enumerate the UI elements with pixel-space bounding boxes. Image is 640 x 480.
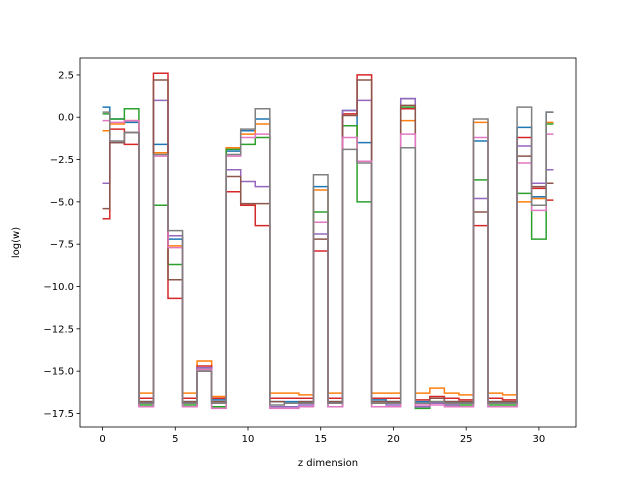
y-tick-label: −2.5: [50, 155, 74, 166]
y-tick-label: 2.5: [58, 70, 74, 81]
y-tick-label: −5.0: [50, 197, 74, 208]
x-axis-label: z dimension: [298, 458, 358, 469]
y-tick-label: −17.5: [43, 409, 74, 420]
series-line-8: [102, 106, 554, 406]
y-axis-label: log(w): [11, 227, 22, 258]
x-tick-label: 15: [314, 434, 327, 445]
x-axis-ticks: 0 5 10 15 20 25 30: [99, 427, 545, 445]
y-tick-label: −15.0: [43, 367, 74, 378]
x-tick-label: 20: [387, 434, 400, 445]
x-tick-label: 5: [172, 434, 178, 445]
y-axis-ticks: −17.5 −15.0 −12.5 −10.0 −7.5 −5.0 −2.5 0.0 2.5: [43, 70, 80, 420]
y-tick-label: −12.5: [43, 324, 74, 335]
y-tick-label: 0.0: [58, 113, 74, 124]
y-tick-label: −10.0: [43, 282, 74, 293]
x-tick-label: 30: [533, 434, 546, 445]
plot-frame: [79, 57, 577, 428]
y-tick-label: −7.5: [50, 240, 74, 251]
series-layer: [102, 72, 554, 410]
x-tick-label: 0: [99, 434, 105, 445]
x-tick-label: 25: [460, 434, 473, 445]
x-tick-label: 10: [242, 434, 255, 445]
